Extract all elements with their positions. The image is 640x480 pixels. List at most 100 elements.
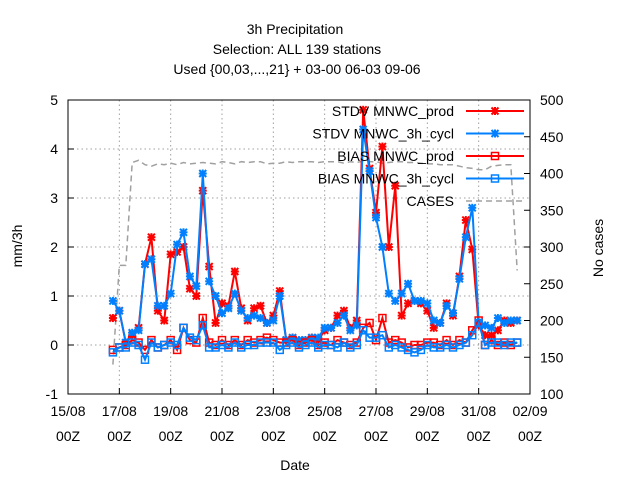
stdv-mnwc-3h-cycl-point	[448, 308, 458, 318]
legend: STDV MNWC_prod STDV MNWC_3h_cycl BIAS MNWC…	[312, 103, 524, 209]
bias-mnwc-3h-cycl-point	[198, 321, 207, 330]
y-tick-label: 0	[50, 337, 58, 353]
x-tick-label-hour: 00Z	[210, 428, 235, 444]
stdv-mnwc-prod-point	[108, 313, 118, 323]
stdv-mnwc-3h-cycl-point	[512, 316, 522, 325]
legend-label-cases: CASES	[407, 193, 454, 209]
stdv-mnwc-3h-cycl-point	[506, 316, 515, 325]
bias-mnwc-3h-cycl-point	[461, 338, 471, 347]
legend-bias-mnwc-prod-point	[490, 151, 500, 161]
bias-mnwc-prod-point	[378, 313, 387, 323]
legend-bias-mnwc-3h-cycl-point	[490, 174, 500, 183]
bias-mnwc-3h-cycl-point	[134, 340, 143, 350]
stdv-mnwc-prod-point	[358, 105, 368, 115]
y2-tick-label: 350	[540, 202, 564, 218]
y2-tick-label: 300	[540, 239, 564, 255]
title-line-2: Selection: ALL 139 stations	[213, 41, 381, 57]
bias-mnwc-3h-cycl-point	[121, 343, 130, 352]
stdv-mnwc-3h-cycl-point	[179, 228, 188, 237]
stdv-mnwc-3h-cycl-point	[217, 308, 227, 318]
stdv-mnwc-prod-point	[147, 232, 156, 242]
bias-mnwc-3h-cycl-point	[416, 345, 426, 355]
stdv-mnwc-3h-cycl-point	[134, 326, 143, 335]
bias-mnwc-3h-cycl-point	[288, 338, 297, 347]
stdv-mnwc-prod-point	[192, 291, 201, 301]
bias-mnwc-3h-cycl-point	[269, 338, 278, 347]
stdv-mnwc-3h-cycl-point	[275, 291, 284, 301]
stdv-mnwc-3h-cycl-point	[487, 323, 496, 333]
stdv-mnwc-3h-cycl-point	[455, 274, 464, 284]
bias-mnwc-3h-cycl-point	[224, 343, 233, 352]
x-tick-label-hour: 00Z	[467, 428, 492, 444]
stdv-mnwc-3h-cycl-point	[326, 323, 336, 333]
stdv-mnwc-3h-cycl-point	[397, 289, 406, 298]
legend-stdv-mnwc-prod-point	[490, 106, 500, 116]
stdv-mnwc-prod-point	[333, 311, 342, 320]
stdv-mnwc-prod-point	[391, 181, 400, 190]
stdv-mnwc-prod-point	[429, 323, 438, 333]
stdv-mnwc-3h-cycl-point	[192, 281, 201, 291]
stdv-mnwc-3h-cycl-point	[493, 313, 503, 323]
x-tick-label-date: 29/08	[410, 403, 445, 419]
bias-mnwc-3h-cycl-point	[275, 345, 284, 355]
y-tick-label: 2	[50, 239, 58, 255]
stdv-mnwc-3h-cycl-point	[442, 301, 451, 311]
bias-mnwc-prod-point	[172, 345, 182, 355]
chart-title: 3h Precipitation Selection: ALL 139 stat…	[173, 21, 420, 77]
stdv-mnwc-3h-cycl-point	[423, 299, 432, 308]
stdv-mnwc-3h-cycl-point	[256, 313, 265, 323]
y2-tick-label: 400	[540, 166, 564, 182]
legend-stdv-mnwc-3h-cycl-point	[490, 129, 500, 138]
bias-mnwc-3h-cycl-point	[147, 338, 156, 347]
bias-mnwc-3h-cycl-point	[352, 340, 361, 350]
legend-label-stdv-mnwc-prod: STDV MNWC_prod	[332, 103, 454, 119]
x-tick-label-hour: 00Z	[415, 428, 440, 444]
bias-mnwc-3h-cycl-point	[140, 355, 150, 364]
x-tick-label-date: 02/09	[512, 403, 547, 419]
stdv-mnwc-prod-point	[256, 301, 265, 311]
y2-tick-label: 100	[540, 386, 564, 402]
legend-label-bias-mnwc-3h-cycl: BIAS MNWC_3h_cycl	[318, 171, 454, 187]
series-line-cases	[112, 159, 518, 365]
stdv-mnwc-3h-cycl-point	[140, 259, 150, 269]
x-tick-label-hour: 00Z	[364, 428, 389, 444]
x-tick-label-date: 27/08	[358, 403, 393, 419]
bias-mnwc-3h-cycl-point	[333, 343, 342, 352]
stdv-mnwc-prod-point	[378, 142, 387, 151]
stdv-mnwc-3h-cycl-point	[147, 255, 156, 264]
series-stdv-mnwc-3h-cycl	[108, 125, 522, 347]
y-tick-label: 5	[50, 92, 58, 108]
bias-mnwc-3h-cycl-point	[512, 338, 522, 347]
bias-mnwc-prod-point	[365, 318, 374, 328]
bias-mnwc-3h-cycl-point	[358, 326, 368, 335]
bias-mnwc-prod-point	[442, 335, 451, 345]
stdv-mnwc-prod-point	[211, 318, 220, 328]
x-tick-label-hour: 00Z	[313, 428, 338, 444]
x-tick-label-hour: 00Z	[56, 428, 81, 444]
stdv-mnwc-3h-cycl-point	[185, 272, 195, 281]
bias-mnwc-3h-cycl-point	[307, 338, 317, 347]
x-tick-label-date: 25/08	[307, 403, 342, 419]
stdv-mnwc-3h-cycl-point	[115, 306, 124, 315]
y-tick-label: 3	[50, 190, 58, 206]
x-tick-label-date: 15/08	[50, 403, 85, 419]
title-line-1: 3h Precipitation	[247, 21, 344, 37]
y-axis-label: mm/3h	[9, 225, 25, 268]
series-layer	[108, 105, 522, 365]
x-tick-label-hour: 00Z	[261, 428, 286, 444]
bias-mnwc-3h-cycl-point	[230, 338, 240, 347]
stdv-mnwc-3h-cycl-point	[204, 277, 214, 286]
stdv-mnwc-3h-cycl-point	[461, 232, 471, 242]
bias-mnwc-prod-point	[217, 335, 227, 345]
y2-tick-label: 250	[540, 276, 564, 292]
stdv-mnwc-3h-cycl-point	[230, 289, 240, 298]
bias-mnwc-3h-cycl-point	[108, 348, 118, 357]
bias-mnwc-3h-cycl-point	[474, 318, 483, 328]
stdv-mnwc-3h-cycl-point	[391, 296, 400, 306]
plot-frame	[67, 99, 531, 395]
series-bias-mnwc-3h-cycl	[108, 318, 522, 364]
stdv-mnwc-3h-cycl-point	[365, 166, 374, 176]
series-line-stdv-mnwc-prod	[112, 109, 518, 345]
stdv-mnwc-3h-cycl-point	[211, 291, 220, 301]
